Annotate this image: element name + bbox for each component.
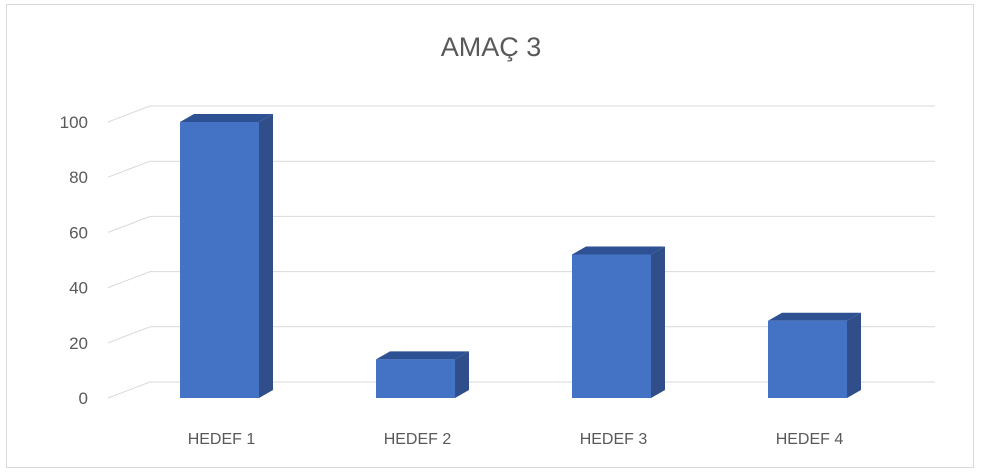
gridline-side bbox=[107, 326, 151, 344]
x-tick-label: HEDEF 1 bbox=[188, 431, 256, 448]
bar-side bbox=[455, 351, 469, 398]
bar-top bbox=[180, 114, 273, 122]
x-tick-label: HEDEF 3 bbox=[580, 431, 648, 448]
bar-top bbox=[376, 351, 469, 360]
bar bbox=[572, 254, 651, 398]
gridline-side bbox=[107, 381, 151, 399]
y-axis-ticks: 0 20 40 60 80 100 bbox=[60, 113, 88, 408]
bar-side bbox=[847, 312, 861, 398]
y-tick-label: 20 bbox=[69, 334, 88, 353]
gridline-side bbox=[107, 105, 151, 123]
bar bbox=[180, 122, 259, 398]
y-tick-label: 100 bbox=[60, 113, 88, 132]
bar-side bbox=[259, 114, 273, 398]
x-tick-label: HEDEF 4 bbox=[776, 431, 844, 448]
chart-title: AMAÇ 3 bbox=[440, 32, 542, 62]
gridline-side bbox=[107, 271, 151, 289]
x-tick-label: HEDEF 2 bbox=[384, 431, 452, 448]
bar-side bbox=[651, 246, 665, 398]
y-tick-label: 40 bbox=[69, 279, 88, 298]
bar-top bbox=[572, 246, 665, 255]
bar bbox=[376, 359, 455, 398]
gridline-side bbox=[107, 215, 151, 233]
gridline-side bbox=[107, 160, 151, 178]
x-axis-labels: HEDEF 1 HEDEF 2 HEDEF 3 HEDEF 4 bbox=[188, 431, 844, 448]
bar bbox=[768, 320, 847, 398]
y-tick-label: 60 bbox=[69, 223, 88, 242]
y-tick-label: 0 bbox=[79, 389, 88, 408]
y-tick-label: 80 bbox=[69, 168, 88, 187]
bar-top bbox=[768, 312, 861, 321]
bars bbox=[180, 114, 861, 398]
